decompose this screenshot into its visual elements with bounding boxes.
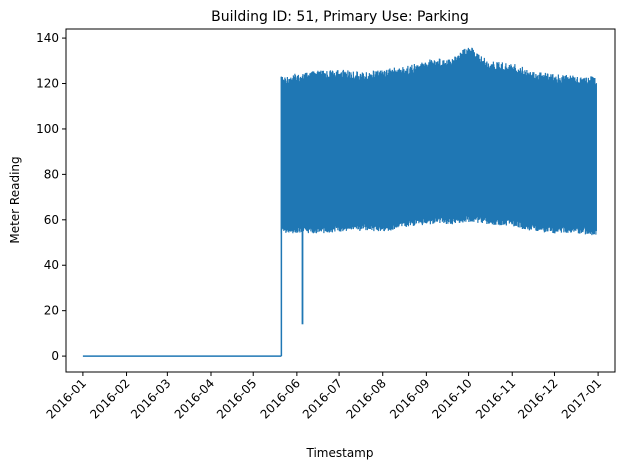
x-tick-label: 2016-01 [44, 376, 89, 421]
x-tick-label: 2016-07 [300, 376, 345, 421]
x-tick-label: 2017-01 [559, 376, 604, 421]
x-tick-label: 2016-06 [258, 376, 303, 421]
x-tick-label: 2016-02 [87, 376, 132, 421]
x-axis-label: Timestamp [306, 446, 374, 460]
x-tick-label: 2016-09 [387, 376, 432, 421]
y-tick-label: 0 [51, 349, 59, 363]
y-tick-label: 60 [44, 213, 59, 227]
y-axis-label: Meter Reading [8, 156, 22, 243]
x-tick-label: 2016-04 [172, 376, 217, 421]
y-axis-ticks: 0 20 40 60 80 100 120 140 [36, 31, 66, 363]
x-tick-label: 2016-05 [214, 376, 259, 421]
chart-title: Building ID: 51, Primary Use: Parking [211, 9, 469, 25]
y-tick-label: 120 [36, 77, 59, 91]
series-layer [82, 47, 597, 357]
plot-frame [65, 28, 616, 373]
x-tick-label: 2016-03 [128, 376, 173, 421]
x-tick-label: 2016-10 [429, 376, 474, 421]
y-tick-label: 140 [36, 31, 59, 45]
y-tick-label: 40 [44, 258, 59, 272]
x-tick-label: 2016-08 [343, 376, 388, 421]
series-oscillation [280, 47, 597, 236]
y-tick-label: 20 [44, 304, 59, 318]
x-tick-label: 2016-12 [515, 376, 560, 421]
y-tick-label: 80 [44, 167, 59, 181]
y-tick-label: 100 [36, 122, 59, 136]
x-axis-ticks: 2016-012016-022016-032016-042016-052016-… [44, 372, 604, 422]
x-tick-label: 2016-11 [473, 376, 518, 421]
